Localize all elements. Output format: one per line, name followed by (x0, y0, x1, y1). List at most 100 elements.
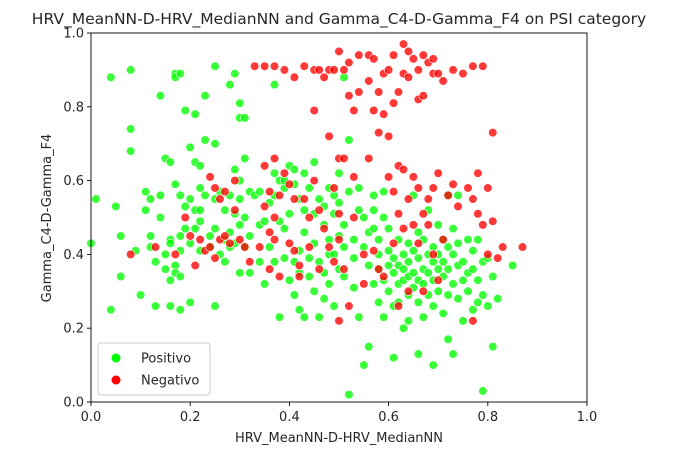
point-positivo-242 (448, 279, 458, 289)
point-positivo-28 (165, 275, 175, 285)
point-positivo-261 (478, 290, 488, 300)
point-positivo-2 (106, 72, 116, 82)
point-negativo-111 (403, 286, 414, 296)
x-tick-label: 1.0 (577, 410, 598, 425)
point-negativo-20 (240, 242, 250, 252)
point-positivo-196 (398, 249, 409, 259)
point-positivo-191 (388, 353, 399, 363)
point-positivo-104 (269, 257, 280, 267)
point-positivo-37 (175, 231, 185, 241)
point-positivo-158 (344, 187, 354, 197)
point-negativo-145 (478, 61, 488, 71)
point-negativo-115 (413, 65, 423, 75)
point-negativo-25 (260, 161, 270, 171)
point-negativo-39 (284, 238, 295, 248)
point-negativo-18 (230, 205, 240, 215)
point-negativo-96 (388, 50, 399, 60)
point-negativo-65 (334, 209, 344, 219)
point-positivo-265 (488, 271, 498, 282)
point-positivo-201 (403, 257, 414, 267)
point-negativo-112 (408, 54, 419, 64)
point-negativo-93 (384, 65, 394, 75)
points-layer (86, 39, 528, 400)
point-positivo-32 (170, 179, 180, 189)
point-positivo-256 (468, 305, 478, 315)
point-negativo-122 (418, 286, 428, 296)
point-negativo-42 (289, 246, 299, 256)
point-positivo-18 (150, 301, 161, 311)
point-positivo-54 (195, 205, 205, 215)
point-positivo-3 (111, 201, 121, 212)
point-positivo-168 (359, 360, 369, 370)
point-positivo-200 (403, 238, 414, 248)
point-negativo-16 (225, 238, 235, 248)
point-negativo-43 (294, 260, 304, 271)
point-positivo-238 (443, 290, 453, 300)
point-positivo-72 (225, 80, 235, 90)
point-positivo-9 (126, 146, 136, 156)
point-positivo-174 (369, 223, 379, 234)
point-positivo-241 (448, 249, 458, 259)
point-positivo-124 (299, 205, 309, 215)
point-positivo-57 (200, 91, 210, 101)
point-negativo-68 (339, 65, 349, 75)
point-positivo-27 (165, 238, 175, 248)
point-positivo-212 (413, 297, 423, 307)
point-positivo-118 (289, 290, 299, 300)
point-positivo-248 (458, 257, 468, 267)
point-positivo-220 (423, 268, 433, 278)
point-positivo-62 (210, 61, 220, 71)
point-negativo-97 (388, 98, 399, 108)
point-negativo-94 (384, 131, 394, 141)
point-negativo-21 (245, 257, 255, 267)
point-positivo-66 (210, 301, 220, 311)
point-negativo-154 (468, 316, 478, 326)
point-positivo-88 (240, 212, 250, 223)
point-negativo-102 (393, 209, 404, 219)
point-negativo-131 (433, 168, 443, 178)
point-positivo-255 (468, 264, 478, 274)
point-positivo-250 (458, 316, 468, 326)
point-positivo-17 (150, 257, 161, 267)
point-positivo-184 (384, 223, 394, 234)
point-negativo-37 (279, 168, 290, 178)
point-positivo-204 (403, 316, 414, 326)
point-negativo-36 (279, 65, 290, 75)
x-axis-label: HRV_MeanNN-D-HRV_MedianNN (235, 431, 443, 446)
point-positivo-148 (329, 301, 339, 311)
point-positivo-122 (294, 305, 304, 315)
point-positivo-52 (195, 161, 205, 171)
point-negativo-139 (458, 68, 468, 79)
point-positivo-189 (388, 268, 399, 278)
point-positivo-185 (384, 246, 394, 256)
point-positivo-20 (155, 190, 166, 200)
point-positivo-217 (418, 312, 428, 322)
point-negativo-9 (205, 242, 215, 252)
point-negativo-62 (329, 257, 339, 267)
point-negativo-5 (190, 260, 200, 271)
point-positivo-213 (413, 349, 423, 359)
point-positivo-41 (180, 105, 190, 116)
point-positivo-209 (413, 227, 423, 237)
point-positivo-170 (364, 260, 374, 271)
point-positivo-7 (126, 65, 136, 75)
point-positivo-234 (438, 308, 448, 319)
point-negativo-40 (289, 72, 299, 82)
point-negativo-66 (334, 235, 344, 245)
point-negativo-38 (284, 179, 295, 189)
point-negativo-30 (269, 61, 280, 71)
point-positivo-53 (195, 183, 205, 193)
point-negativo-118 (413, 238, 423, 248)
point-positivo-45 (185, 194, 195, 204)
point-positivo-8 (126, 124, 136, 134)
legend: Positivo Negativo (97, 342, 211, 396)
point-positivo-43 (180, 223, 190, 234)
point-positivo-25 (165, 157, 175, 167)
point-negativo-85 (369, 105, 379, 116)
point-negativo-3 (180, 212, 190, 223)
point-positivo-267 (493, 294, 503, 304)
point-negativo-87 (374, 87, 384, 97)
point-negativo-108 (403, 46, 414, 57)
point-negativo-142 (468, 194, 478, 204)
point-negativo-59 (324, 242, 334, 252)
